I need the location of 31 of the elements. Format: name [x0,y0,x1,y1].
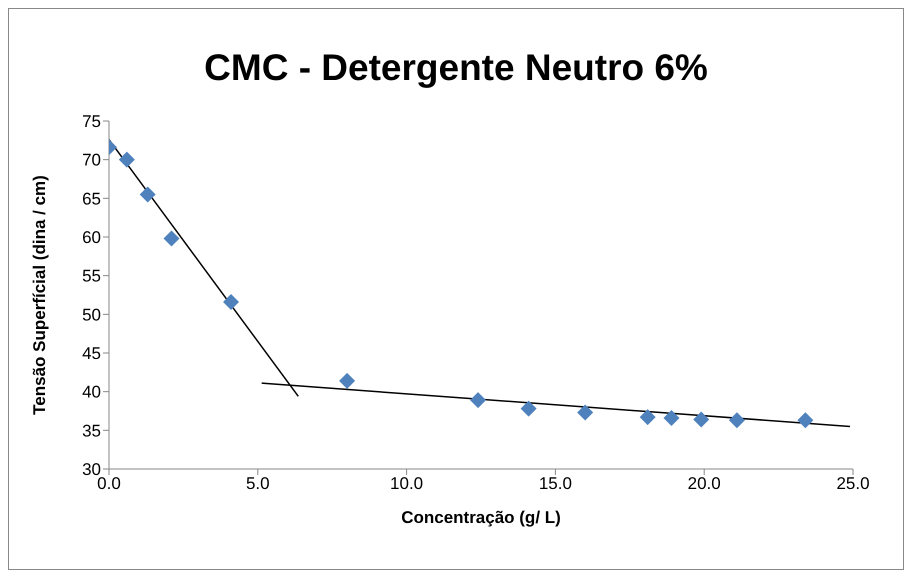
x-tick-label: 0.0 [97,474,121,494]
y-axis-title: Tensão Superfícial (dina / cm) [30,175,50,415]
point [640,409,656,426]
y-tick-label: 50 [82,305,101,324]
point [223,294,240,310]
y-tick-label: 75 [82,112,101,132]
point [140,186,156,202]
x-axis-title: Concentração (g/ L) [401,508,561,527]
x-tick-label: 25.0 [836,474,870,494]
x-tick-label: 10.0 [390,474,424,494]
point [693,412,710,428]
point [118,152,135,168]
y-tick-label: 35 [82,421,101,440]
y-tick-label: 45 [82,344,101,364]
y-tick-label: 60 [82,228,101,248]
point [577,404,594,421]
point [663,410,680,426]
point [163,230,180,247]
x-tick-label: 20.0 [688,474,721,494]
y-tick-label: 40 [82,382,101,402]
chart-title: CMC - Detergente Neutro 6% [203,47,709,89]
point [797,412,814,428]
point [339,372,356,389]
y-tick-label: 70 [82,150,101,170]
x-tick-label: 5.0 [246,474,270,494]
point [470,392,486,408]
y-tick-label: 65 [82,189,101,208]
point [728,412,745,428]
x-tick-label: 15.0 [538,474,572,494]
y-tick-label: 55 [82,266,101,286]
point [520,400,537,417]
